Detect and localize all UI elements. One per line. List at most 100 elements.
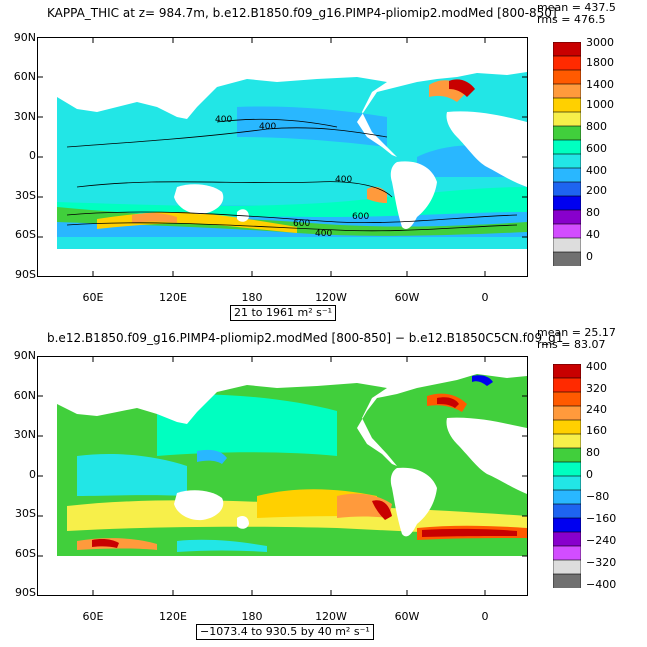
- panel1-mean: mean = 437.5: [537, 1, 616, 14]
- panel1-colorbar-swatch: [553, 167, 581, 183]
- panel2-xtick-60w: 60W: [394, 610, 420, 623]
- panel1-colorbar-swatch: [553, 55, 581, 71]
- panel2-ytick-60s: 60S: [15, 547, 36, 560]
- panel1-cb-label: 1000: [586, 98, 614, 111]
- panel2-cb-label: −240: [586, 534, 617, 547]
- panel1-ytick-60n: 60N: [13, 70, 36, 83]
- panel2-colorbar-swatch: [553, 433, 581, 449]
- panel2-range-label: −1073.4 to 930.5 by 40 m² s⁻¹: [196, 624, 374, 640]
- panel1-ytick-30n: 30N: [13, 110, 36, 123]
- panel1-cb-label: 80: [586, 206, 600, 219]
- panel2-colorbar-swatch: [553, 405, 581, 421]
- panel1-cb-label: 0: [586, 250, 593, 263]
- panel2-ytick-30n: 30N: [13, 428, 36, 441]
- panel1-colorbar-swatch: [553, 69, 581, 85]
- panel2-ytick-0: 0: [29, 468, 36, 481]
- panel1-cb-label: 800: [586, 120, 607, 133]
- panel2-cb-label: 160: [586, 424, 607, 437]
- panel1-colorbar-swatch: [553, 223, 581, 239]
- panel1-colorbar: [553, 42, 581, 266]
- panel1-ytick-60s: 60S: [15, 228, 36, 241]
- panel2-ytick-30s: 30S: [15, 507, 36, 520]
- panel1-xtick-120e: 120E: [159, 291, 187, 304]
- panel1-colorbar-swatch: [553, 209, 581, 225]
- panel1-cb-label: 3000: [586, 36, 614, 49]
- panel1-colorbar-swatch: [553, 153, 581, 169]
- panel1-ytick-0: 0: [29, 149, 36, 162]
- panel1-xtick-0: 0: [481, 291, 489, 304]
- panel1-xtick-60w: 60W: [394, 291, 420, 304]
- panel2-map: [37, 356, 528, 596]
- panel2-land: [57, 364, 527, 596]
- panel1-cb-label: 40: [586, 228, 600, 241]
- panel2-title: b.e12.B1850.f09_g16.PIMP4-pliomip2.modMe…: [47, 331, 564, 345]
- panel2-ytick-90s: 90S: [15, 586, 36, 599]
- panel2-colorbar-swatch: [553, 573, 581, 588]
- panel1-contour-label: 600: [293, 219, 310, 229]
- panel2-colorbar-swatch: [553, 545, 581, 561]
- panel2-colorbar-swatch: [553, 531, 581, 547]
- panel2-ytick-90n: 90N: [13, 349, 36, 362]
- panel2-colorbar-swatch: [553, 377, 581, 393]
- panel1-ytick-30s: 30S: [15, 189, 36, 202]
- panel2-xtick-0: 0: [481, 610, 489, 623]
- panel1-colorbar-swatch: [553, 181, 581, 197]
- panel1-cb-label: 200: [586, 184, 607, 197]
- panel2-colorbar-swatch: [553, 419, 581, 435]
- panel1-contour-label: 400: [215, 115, 232, 125]
- panel1-xtick-120w: 120W: [315, 291, 347, 304]
- panel2-cb-label: −80: [586, 490, 610, 503]
- panel2-colorbar-swatch: [553, 391, 581, 407]
- panel1-ytick-90s: 90S: [15, 268, 36, 281]
- panel1-contour-label: 400: [259, 122, 276, 132]
- panel2-xtick-120e: 120E: [159, 610, 187, 623]
- panel2-xtick-180: 180: [241, 610, 263, 623]
- panel1-colorbar-swatch: [553, 251, 581, 266]
- panel1-colorbar-swatch: [553, 42, 581, 57]
- panel2-colorbar-swatch: [553, 517, 581, 533]
- panel2-xtick-60e: 60E: [82, 610, 104, 623]
- panel1-xtick-180: 180: [241, 291, 263, 304]
- panel1-colorbar-swatch: [553, 83, 581, 99]
- panel1-map: 400 400 400 600 600 400: [37, 37, 528, 277]
- panel2-colorbar-swatch: [553, 364, 581, 379]
- panel1-contour-label: 400: [335, 175, 352, 185]
- panel2-colorbar-swatches: [553, 364, 581, 588]
- panel2-rms: rms = 83.07: [537, 338, 606, 351]
- panel1-ytick-90n: 90N: [13, 31, 36, 44]
- panel2-cb-label: 320: [586, 382, 607, 395]
- panel2-cb-label: 400: [586, 360, 607, 373]
- panel1-cb-label: 400: [586, 164, 607, 177]
- panel2-mean: mean = 25.17: [537, 326, 616, 339]
- panel1-range-label: 21 to 1961 m² s⁻¹: [230, 305, 337, 321]
- panel1-colorbar-swatch: [553, 139, 581, 155]
- panel1-colorbar-swatch: [553, 237, 581, 253]
- panel1-cb-label: 1800: [586, 56, 614, 69]
- panel1-cb-label: 600: [586, 142, 607, 155]
- panel1-title: KAPPA_THIC at z= 984.7m, b.e12.B1850.f09…: [47, 6, 557, 20]
- panel2-colorbar-swatch: [553, 489, 581, 505]
- panel2-tick-marks: [37, 356, 528, 596]
- panel1-land: [57, 59, 527, 277]
- panel1-cb-label: 1400: [586, 78, 614, 91]
- panel2-cb-label: −400: [586, 578, 617, 591]
- panel1-contour-label: 600: [352, 212, 369, 222]
- panel2-cb-label: 0: [586, 468, 593, 481]
- panel2-colorbar-swatch: [553, 461, 581, 477]
- panel2-cb-label: −320: [586, 556, 617, 569]
- panel1-tick-marks: [37, 37, 528, 277]
- panel2-colorbar: [553, 364, 581, 588]
- panel1-colorbar-swatch: [553, 97, 581, 113]
- panel2-cb-label: 80: [586, 446, 600, 459]
- panel2-colorbar-swatch: [553, 447, 581, 463]
- panel2-xtick-120w: 120W: [315, 610, 347, 623]
- panel1-contour-label: 400: [315, 229, 332, 239]
- panel2-colorbar-swatch: [553, 503, 581, 519]
- panel1-rms: rms = 476.5: [537, 13, 606, 26]
- panel1-xtick-60e: 60E: [82, 291, 104, 304]
- panel1-colorbar-swatch: [553, 111, 581, 127]
- panel1-colorbar-swatch: [553, 195, 581, 211]
- panel2-cb-label: 240: [586, 403, 607, 416]
- panel2-cb-label: −160: [586, 512, 617, 525]
- panel1-colorbar-swatch: [553, 125, 581, 141]
